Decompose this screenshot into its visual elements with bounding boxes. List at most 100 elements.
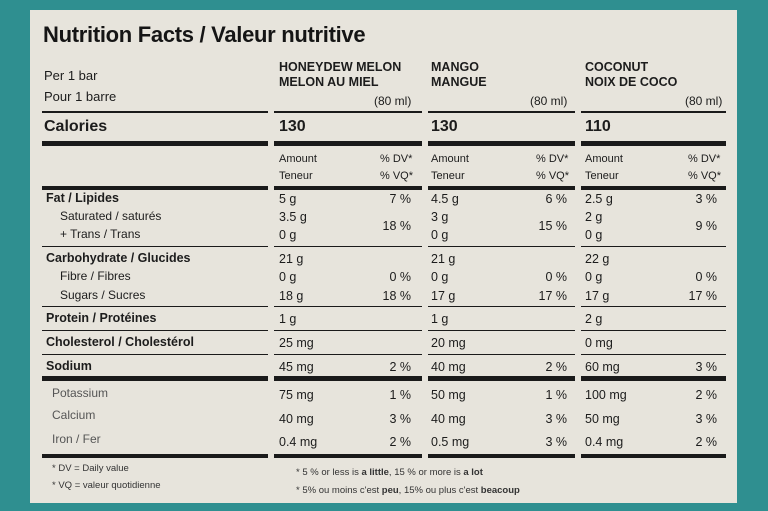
- fibre-pct: 0 %: [545, 270, 567, 284]
- thick-divider: [42, 141, 726, 146]
- potassium-value: 100 mg: [585, 388, 627, 402]
- fibre-value: 0 g: [585, 270, 603, 284]
- fat-pct: 7 %: [389, 192, 411, 206]
- footnote-en: * 5 % or less is a little, 15 % or more …: [296, 467, 483, 478]
- thick-divider: [42, 186, 726, 190]
- iron-value: 0.4 mg: [585, 435, 624, 449]
- fat-value: 5 g: [279, 192, 297, 206]
- teneur-header: Teneur: [585, 170, 619, 182]
- iron-pct: 2 %: [389, 435, 411, 449]
- saturated-value: 3 g: [431, 210, 449, 224]
- potassium-value: 75 mg: [279, 388, 314, 402]
- fibre-pct: 0 %: [695, 270, 717, 284]
- footnote-emphasis: peu: [381, 485, 399, 496]
- saturated-value: 3.5 g: [279, 210, 307, 224]
- saturated-label: Saturated / saturés: [60, 209, 162, 223]
- calcium-value: 50 mg: [585, 412, 620, 426]
- calories-value: 130: [279, 118, 306, 135]
- fat-pct: 3 %: [695, 192, 717, 206]
- carb-value: 21 g: [431, 252, 456, 266]
- divider: [42, 306, 726, 307]
- sugars-value: 17 g: [431, 289, 456, 303]
- footnote-text: * 5% ou moins c'est: [296, 485, 382, 496]
- teneur-header: Teneur: [431, 170, 465, 182]
- fibre-label: Fibre / Fibres: [60, 269, 131, 283]
- sugars-value: 17 g: [585, 289, 610, 303]
- sugars-label: Sugars / Sucres: [60, 288, 146, 302]
- cholesterol-label: Cholesterol / Cholestérol: [46, 335, 194, 349]
- fibre-pct: 0 %: [389, 270, 411, 284]
- vq-header: % VQ*: [380, 170, 414, 182]
- potassium-pct: 1 %: [389, 388, 411, 402]
- amount-header: Amount: [431, 153, 469, 165]
- cholesterol-value: 25 mg: [279, 336, 314, 350]
- potassium-value: 50 mg: [431, 388, 466, 402]
- protein-label: Protein / Protéines: [46, 311, 157, 325]
- iron-pct: 2 %: [695, 435, 717, 449]
- footnote-text: * 5 % or less is: [296, 467, 362, 478]
- protein-value: 1 g: [279, 312, 297, 326]
- potassium-label: Potassium: [52, 386, 109, 400]
- dv-header: % DV*: [380, 153, 413, 165]
- product-name-honeydew: HONEYDEW MELON MELON AU MIEL: [279, 60, 401, 90]
- trans-label: + Trans / Trans: [60, 227, 141, 241]
- potassium-pct: 1 %: [545, 388, 567, 402]
- product-name-fr: MELON AU MIEL: [279, 75, 379, 89]
- dv-header: % DV*: [536, 153, 569, 165]
- fat-value: 2.5 g: [585, 192, 613, 206]
- calories-value: 130: [431, 118, 458, 135]
- sodium-pct: 2 %: [545, 360, 567, 374]
- iron-value: 0.4 mg: [279, 435, 318, 449]
- iron-label: Iron / Fer: [52, 432, 101, 446]
- carb-label: Carbohydrate / Glucides: [46, 251, 191, 265]
- divider: [42, 246, 726, 247]
- column-gap: [268, 111, 274, 458]
- calcium-value: 40 mg: [431, 412, 466, 426]
- potassium-pct: 2 %: [695, 388, 717, 402]
- saturated-pct: 15 %: [538, 219, 568, 233]
- trans-value: 0 g: [279, 228, 297, 242]
- per-bar-en: Per 1 bar: [44, 68, 98, 83]
- sodium-label: Sodium: [46, 359, 92, 373]
- sugars-value: 18 g: [279, 289, 304, 303]
- footnote-emphasis: beacoup: [480, 485, 520, 496]
- serving-size: (80 ml): [685, 94, 723, 108]
- protein-value: 2 g: [585, 312, 603, 326]
- product-name-mango: MANGO MANGUE: [431, 60, 487, 90]
- serving-size: (80 ml): [530, 94, 568, 108]
- product-name-fr: NOIX DE COCO: [585, 75, 678, 89]
- nutrition-facts-panel: Nutrition Facts / Valeur nutritive Per 1…: [30, 10, 737, 503]
- calcium-pct: 3 %: [389, 412, 411, 426]
- carb-value: 21 g: [279, 252, 304, 266]
- footnote-fr: * 5% ou moins c'est peu, 15% ou plus c'e…: [296, 485, 520, 496]
- divider: [42, 354, 726, 355]
- fat-label: Fat / Lipides: [46, 191, 119, 205]
- sugars-pct: 17 %: [688, 289, 718, 303]
- serving-size: (80 ml): [374, 94, 412, 108]
- sodium-value: 45 mg: [279, 360, 314, 374]
- column-gap: [422, 111, 428, 458]
- saturated-value: 2 g: [585, 210, 603, 224]
- footnote-emphasis: a lot: [463, 467, 483, 478]
- calcium-pct: 3 %: [545, 412, 567, 426]
- vq-header: % VQ*: [536, 170, 570, 182]
- iron-pct: 3 %: [545, 435, 567, 449]
- sugars-pct: 17 %: [538, 289, 568, 303]
- calories-label: Calories: [44, 118, 108, 135]
- product-name-en: MANGO: [431, 60, 479, 74]
- calcium-label: Calcium: [52, 408, 96, 422]
- product-name-fr: MANGUE: [431, 75, 487, 89]
- sugars-pct: 18 %: [382, 289, 412, 303]
- cholesterol-value: 20 mg: [431, 336, 466, 350]
- footnote-vq: * VQ = valeur quotidienne: [52, 480, 161, 491]
- teneur-header: Teneur: [279, 170, 313, 182]
- divider: [42, 330, 726, 331]
- product-name-coconut: COCONUT NOIX DE COCO: [585, 60, 677, 90]
- product-name-en: HONEYDEW MELON: [279, 60, 402, 74]
- sodium-pct: 3 %: [695, 360, 717, 374]
- fat-value: 4.5 g: [431, 192, 459, 206]
- amount-header: Amount: [279, 153, 317, 165]
- per-bar-fr: Pour 1 barre: [44, 89, 117, 104]
- thick-divider: [42, 376, 726, 381]
- fat-pct: 6 %: [545, 192, 567, 206]
